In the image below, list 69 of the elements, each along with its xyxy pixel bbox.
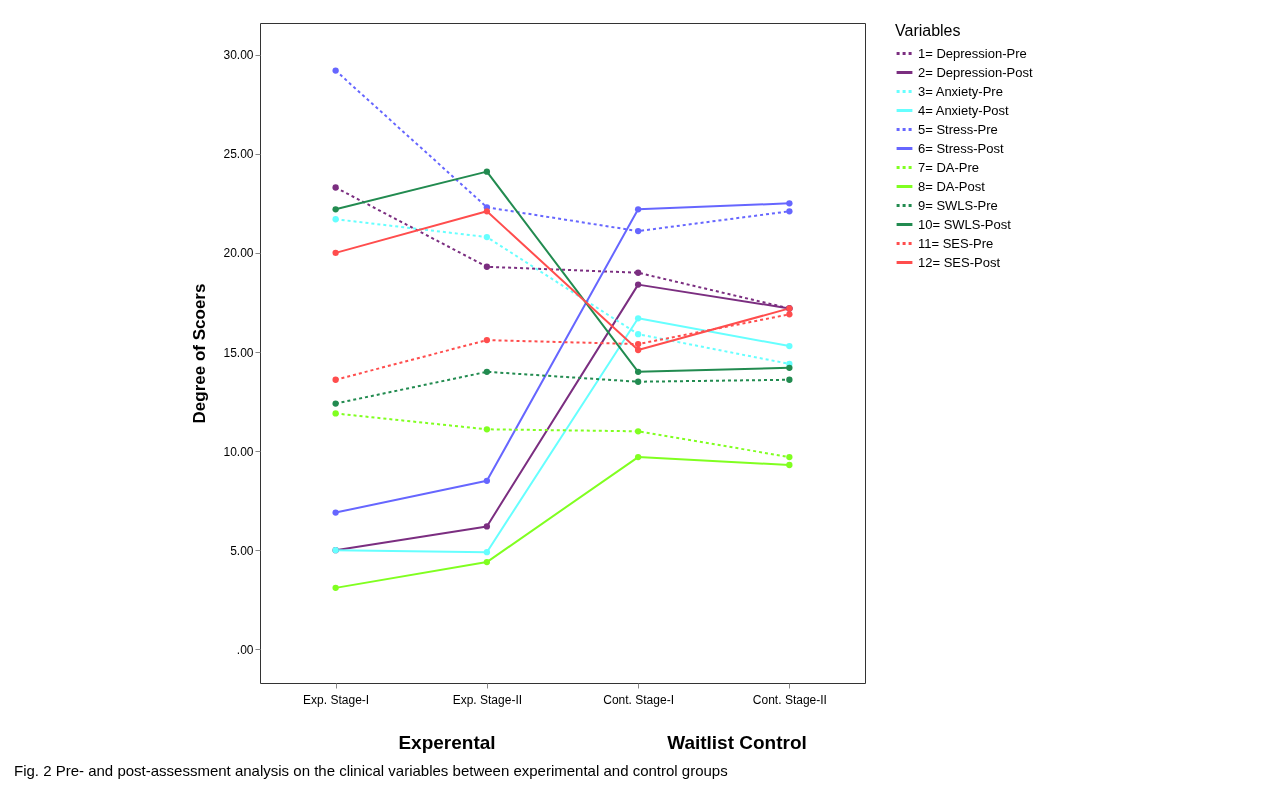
y-axis-title: Degree of Scoers [190, 283, 210, 424]
point [332, 376, 339, 383]
point [483, 477, 491, 484]
point [634, 315, 642, 322]
point [483, 208, 491, 215]
point [786, 208, 793, 215]
y-tick-label: 10.00 [223, 444, 254, 459]
legend-label: 1= Depression-Pre [918, 45, 1027, 61]
legend-label: 8= DA-Post [918, 178, 986, 194]
x-tick-label: Cont. Stage-I [603, 692, 674, 707]
y-tick-label: 5.00 [230, 543, 254, 558]
point [332, 184, 339, 191]
x-tick-label: Exp. Stage-II [452, 692, 523, 707]
y-tick-label: 30.00 [223, 48, 254, 63]
point [634, 227, 642, 235]
legend-title: Variables [895, 22, 961, 39]
point [332, 206, 339, 213]
point [786, 200, 793, 207]
point [332, 410, 339, 417]
point [634, 346, 642, 354]
point [634, 206, 642, 213]
point [786, 461, 793, 469]
point [634, 378, 642, 385]
point [332, 509, 339, 516]
legend-label: 11= SES-Pre [918, 235, 994, 251]
y-tick-label: .00 [236, 642, 254, 657]
point [786, 311, 793, 318]
point [483, 368, 491, 375]
point [483, 558, 491, 566]
text: Waitlist Control [667, 732, 807, 754]
point [634, 331, 642, 338]
legend-label: 3= Anxiety-Pre [918, 83, 1003, 99]
legend-label: 10= SWLS-Post [918, 216, 1012, 232]
y-tick-label: 25.00 [223, 147, 254, 162]
point [483, 549, 491, 556]
point [634, 269, 642, 276]
legend-label: 4= Anxiety-Post [918, 102, 1010, 118]
point [634, 453, 642, 461]
point [332, 67, 339, 74]
legend-label: 12= SES-Post [918, 254, 1001, 270]
point [483, 168, 491, 175]
point [634, 368, 642, 375]
legend-label: 9= SWLS-Pre [918, 197, 998, 213]
legend-label: 6= Stress-Post [918, 140, 1005, 156]
legend-label: 2= Depression-Post [918, 64, 1033, 80]
text: Experental [398, 732, 496, 754]
point [332, 249, 339, 257]
point [483, 336, 491, 344]
point [483, 233, 491, 241]
legend-label: 7= DA-Pre [918, 159, 980, 175]
point [786, 364, 793, 372]
legend-label: 5= Stress-Pre [918, 121, 998, 137]
x-tick-label: Exp. Stage-I [303, 692, 370, 707]
point [634, 281, 642, 288]
caption: Fig. 2 Pre- and post-assessment analysis on the clinical variables between experimental and control groups [14, 762, 728, 779]
x-tick-label: Cont. Stage-II [752, 692, 827, 707]
point [483, 523, 491, 530]
y-tick-label: 15.00 [223, 345, 254, 360]
point [483, 263, 491, 270]
point [332, 584, 339, 592]
y-tick-label: 20.00 [223, 246, 254, 261]
point [786, 453, 793, 461]
point [483, 426, 491, 433]
point [634, 340, 642, 348]
point [634, 428, 642, 435]
point [332, 216, 339, 223]
point [332, 400, 339, 407]
point [786, 376, 793, 383]
point [786, 342, 793, 350]
